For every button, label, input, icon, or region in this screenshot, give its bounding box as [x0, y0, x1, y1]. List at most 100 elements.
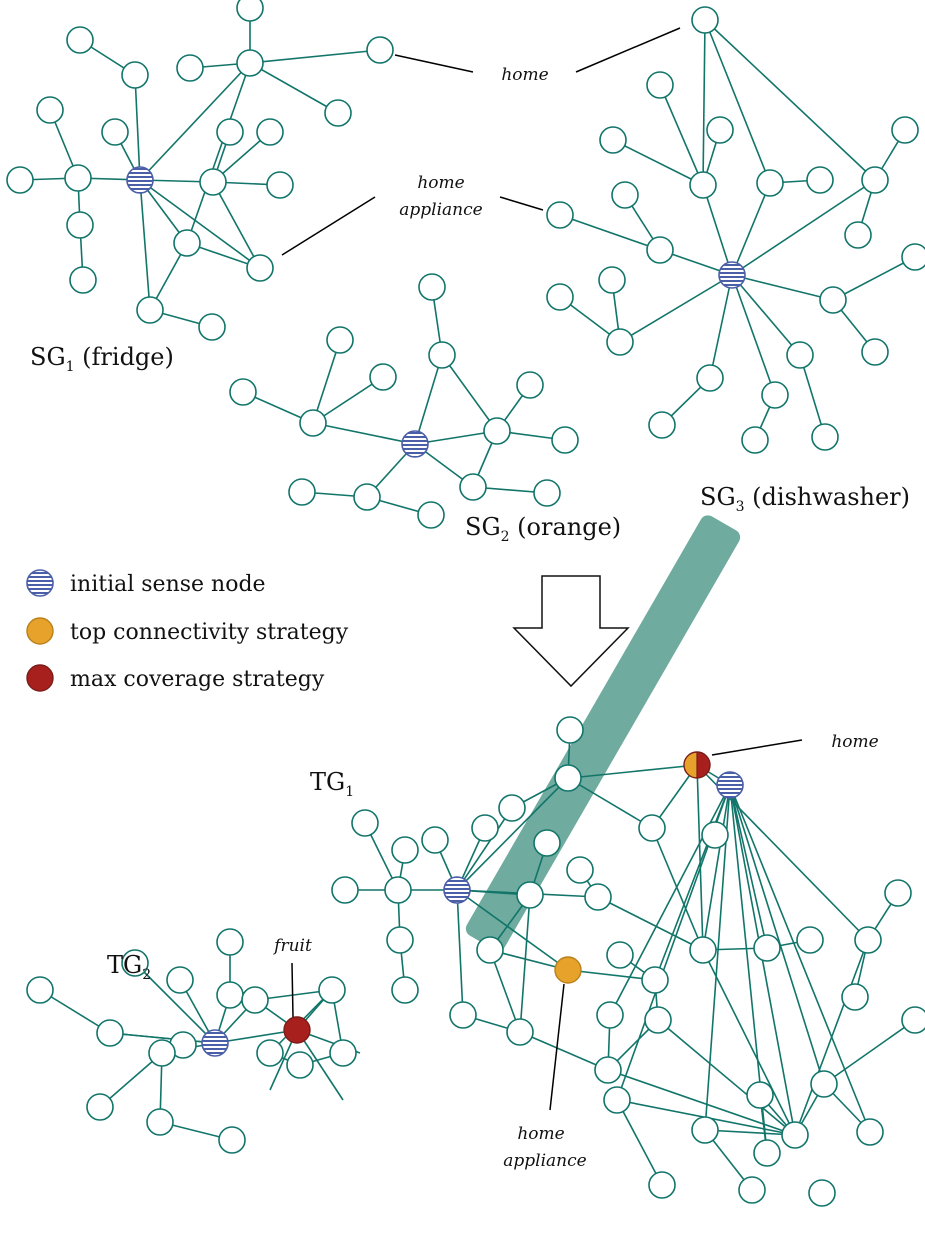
sg3-node: [741, 426, 769, 454]
home-node-tg1: [683, 751, 711, 779]
tg1-edge: [567, 777, 653, 829]
annotation-home-appliance-tg1-2: appliance: [503, 1151, 586, 1171]
tg2-node: [86, 1093, 114, 1121]
tg1-node: [584, 883, 612, 911]
tg2-edge: [109, 1032, 216, 1044]
sg1-node: [101, 118, 129, 146]
sg3-node: [786, 341, 814, 369]
sg1-node: [173, 229, 201, 257]
sg2-node: [417, 501, 445, 529]
sg2-node: [516, 371, 544, 399]
tg1-node: [808, 1179, 836, 1207]
sg1-node: [136, 296, 164, 324]
sg3-node: [546, 201, 574, 229]
tg1-node: [884, 879, 912, 907]
sg3-edge: [659, 84, 704, 186]
tg2-node: [329, 1039, 357, 1067]
tg1-node: [856, 1118, 884, 1146]
legend: initial sense node top connectivity stra…: [26, 569, 349, 692]
pointer-home-sg1: [394, 54, 474, 73]
sense-node-sg1: [126, 166, 154, 194]
sg2-node: [229, 378, 257, 406]
sg3-node: [844, 221, 872, 249]
tg1-edge: [519, 1031, 609, 1071]
tg1-node: [753, 1139, 781, 1167]
sg3-edge: [731, 179, 876, 276]
sg1-edge: [249, 49, 381, 64]
tg1-node: [841, 983, 869, 1011]
sg3-edge: [731, 274, 776, 396]
tg1-node: [594, 1056, 622, 1084]
tg1-edge: [704, 1129, 796, 1136]
sg1-node: [36, 96, 64, 124]
merged-edge: [296, 1029, 344, 1101]
pointer-home-tg1: [711, 739, 803, 756]
sg2-node: [326, 326, 354, 354]
merged-edge: [609, 784, 731, 1016]
sg1-node: [324, 99, 352, 127]
sg3-edge: [704, 19, 876, 181]
tg2-node: [318, 976, 346, 1004]
tg1-node: [421, 826, 449, 854]
sg3-node: [706, 116, 734, 144]
striped-circle-icon: [26, 569, 54, 597]
sg1-node: [236, 49, 264, 77]
sg3-node: [811, 423, 839, 451]
annotation-home-top: home: [501, 65, 548, 85]
sg1-node: [66, 26, 94, 54]
pointer-home-appliance-tg1: [549, 983, 565, 1111]
sg3-edge: [559, 214, 661, 251]
sg2-edge: [441, 354, 498, 432]
tg1-node: [384, 876, 412, 904]
tg1-node: [641, 966, 669, 994]
sg3-edge: [799, 354, 826, 438]
merged-edge: [729, 784, 768, 949]
sg1-edge: [212, 181, 261, 269]
sg2-node: [353, 483, 381, 511]
legend-item-top-connectivity: top connectivity strategy: [70, 620, 349, 645]
sg3-edge: [709, 274, 733, 379]
sg3-node: [756, 169, 784, 197]
annotation-home-tg1: home: [831, 732, 878, 752]
tg1-edge: [456, 889, 464, 1016]
sg3-node: [691, 6, 719, 34]
sg2-edge: [414, 430, 498, 445]
tg1-node: [556, 716, 584, 744]
tg1-node: [449, 1001, 477, 1029]
tg1-node: [386, 926, 414, 954]
sense-node-tg1-a: [443, 876, 471, 904]
sg3-node: [819, 286, 847, 314]
sg3-edge: [731, 274, 834, 301]
merged-edge: [567, 969, 656, 981]
tg2-node: [96, 1019, 124, 1047]
down-arrow-icon: [512, 575, 630, 688]
tg1-node: [506, 1018, 534, 1046]
title-sg2: SG2 (orange): [465, 513, 621, 545]
annotation-home-appliance-top-2: appliance: [399, 200, 482, 220]
tg1-edge: [489, 949, 521, 1033]
merged-edge: [696, 764, 704, 951]
tg1-edge: [657, 1019, 796, 1136]
title-tg2: TG2: [107, 951, 151, 983]
sg1-edge: [139, 62, 251, 181]
tg1-node: [498, 794, 526, 822]
sg2-edge: [312, 376, 384, 424]
sg1-node: [69, 266, 97, 294]
sg2-node: [533, 479, 561, 507]
sg3-node: [901, 243, 925, 271]
pointer-fruit-tg2: [291, 962, 294, 1018]
tg2-node: [216, 981, 244, 1009]
title-sg3: SG3 (dishwasher): [700, 483, 910, 515]
tg1-node: [471, 814, 499, 842]
sg1-node: [216, 118, 244, 146]
sg1-node: [121, 61, 149, 89]
tg2-node: [146, 1108, 174, 1136]
sg3-node: [598, 266, 626, 294]
merged-edge: [729, 784, 871, 1133]
merged-edge: [569, 764, 698, 779]
sg3-node: [689, 171, 717, 199]
sg3-node: [806, 166, 834, 194]
legend-item-sense: initial sense node: [70, 572, 266, 597]
sg1-node: [176, 54, 204, 82]
home-appliance-node-tg1: [554, 956, 582, 984]
